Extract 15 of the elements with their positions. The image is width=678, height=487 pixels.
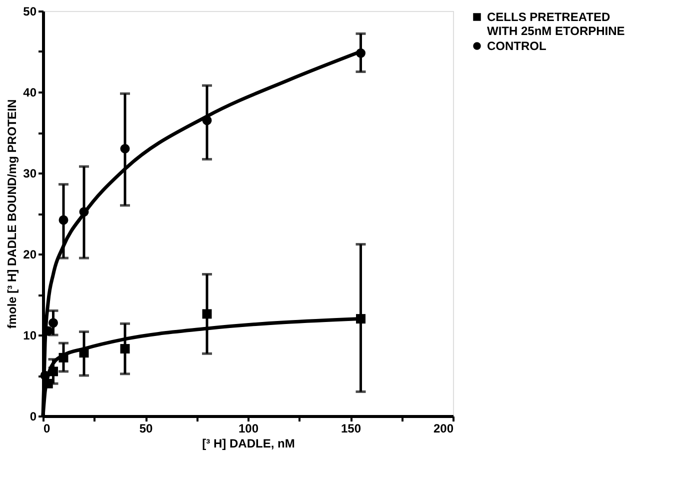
x-tick-label: 150	[340, 422, 362, 436]
y-axis-title: fmole [³ H] DADLE BOUND/mg PROTEIN	[5, 99, 20, 329]
x-tick-label: 200	[433, 422, 454, 436]
x-tick-label: 100	[238, 422, 259, 436]
x-tick-label: 50	[139, 422, 153, 436]
x-tick-label: 0	[44, 422, 50, 436]
legend-label: CELLS PRETREATED WITH 25nM ETORPHINE	[487, 10, 625, 38]
y-tick-label: 50	[23, 4, 37, 18]
x-axis-title: [³ H] DADLE, nM	[202, 436, 295, 450]
y-tick-label: 30	[23, 166, 37, 180]
y-tick-label: 10	[23, 328, 37, 342]
y-tick-label: 40	[23, 86, 37, 100]
y-tick-label: 20	[23, 248, 37, 262]
legend-label: CONTROL	[487, 39, 546, 53]
y-tick-label: 0	[30, 410, 37, 424]
